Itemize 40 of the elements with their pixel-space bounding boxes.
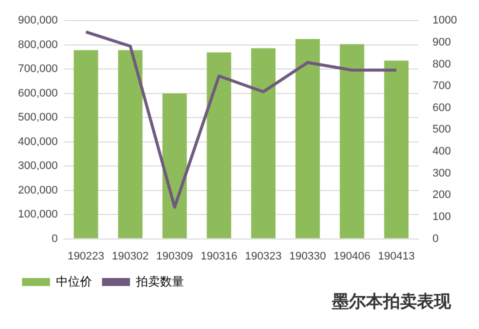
bar [118, 50, 142, 238]
x-tick-label: 190413 [378, 250, 415, 262]
y2-tick-label: 200 [432, 189, 451, 202]
y2-tick-label: 700 [432, 80, 451, 92]
y-tick-label: 800,000 [18, 38, 58, 51]
y2-tick-label: 100 [432, 211, 451, 224]
bar [295, 39, 320, 238]
y2-tick-label: 0 [432, 232, 439, 245]
y2-tick-label: 800 [432, 58, 451, 70]
x-tick-label: 190316 [200, 250, 238, 262]
y-tick-label: 700,000 [18, 63, 58, 76]
x-tick-label: 190323 [244, 250, 282, 262]
y2-tick-label: 400 [432, 146, 451, 158]
y2-tick-label: 300 [432, 167, 451, 180]
text: 墨尔本拍卖表现 [332, 291, 451, 313]
y-tick-label: 500,000 [18, 112, 58, 124]
x-tick-label: 190309 [156, 250, 193, 262]
x-tick-label: 190330 [289, 250, 326, 262]
bar [206, 52, 232, 238]
x-tick-label: 190223 [68, 250, 104, 262]
bar [74, 50, 98, 238]
y2-tick-label: 900 [432, 36, 451, 48]
y-tick-label: 0 [52, 232, 58, 245]
y-tick-label: 200,000 [18, 184, 58, 196]
x-tick-label: 190406 [334, 250, 370, 262]
y-tick-label: 100,000 [18, 208, 58, 221]
legend-label: 中位价 [56, 274, 92, 288]
y-tick-label: 300,000 [18, 160, 58, 172]
bar [251, 48, 276, 238]
y-tick-label: 900,000 [18, 14, 58, 27]
bar [162, 93, 187, 238]
x-tick-label: 190302 [112, 250, 149, 262]
y2-tick-label: 500 [432, 124, 451, 136]
y-tick-label: 600,000 [18, 87, 58, 100]
y2-tick-label: 1000 [432, 14, 458, 27]
y-tick-label: 400,000 [18, 136, 58, 148]
bar [340, 44, 364, 238]
legend-label: 拍卖数量 [135, 274, 184, 288]
bar [384, 60, 409, 238]
y2-tick-label: 600 [432, 102, 451, 114]
